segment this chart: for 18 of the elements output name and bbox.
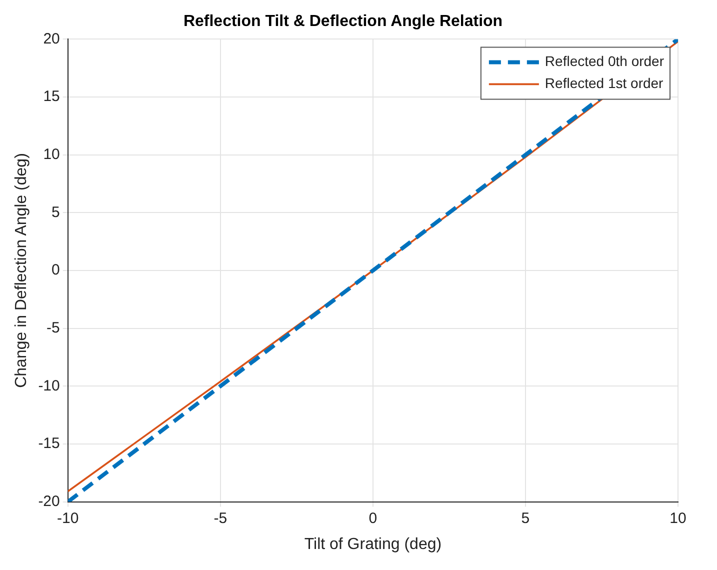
legend-label: Reflected 1st order — [544, 75, 664, 92]
y-tick-label: 15 — [43, 88, 60, 106]
y-tick-label: 5 — [52, 204, 60, 221]
y-tick-label: 0 — [52, 262, 60, 279]
x-axis-title: Tilt of Grating (deg) — [304, 536, 442, 553]
chart-title: Reflection Tilt & Deflection Angle Relation — [183, 13, 503, 30]
x-tick-label: 0 — [368, 510, 378, 527]
x-tick-label: 10 — [670, 510, 686, 527]
y-tick-label: -20 — [38, 492, 60, 510]
y-tick-label: -10 — [38, 377, 60, 394]
y-tick-label: 10 — [43, 146, 60, 163]
legend-label: Reflected 0th order — [544, 53, 664, 70]
y-tick-label: -15 — [38, 435, 60, 452]
x-tick-label: -5 — [214, 510, 228, 527]
x-tick-label: 5 — [521, 510, 530, 527]
y-tick-label: 20 — [43, 30, 60, 48]
y-tick-label: -5 — [46, 319, 60, 336]
y-axis-title: Change in Deflection Angle (deg) — [13, 153, 30, 388]
